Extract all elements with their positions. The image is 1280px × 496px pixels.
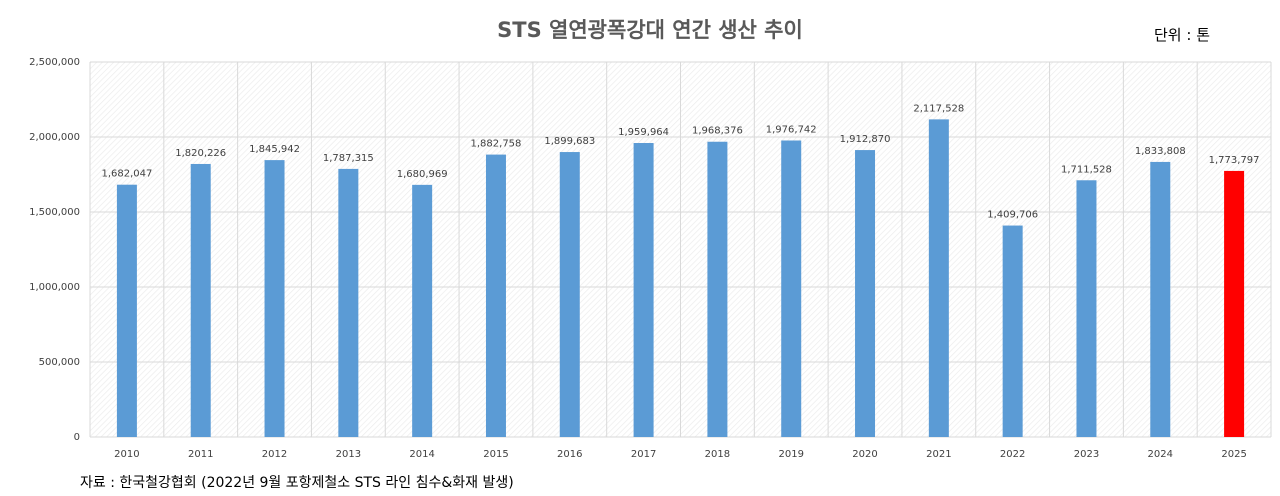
bar-2018 — [707, 141, 728, 438]
data-label-2025: 1,773,797 — [1209, 155, 1260, 166]
data-label-2018: 1,968,376 — [692, 126, 743, 137]
y-tick-label: 1,000,000 — [29, 282, 80, 293]
x-tick-label-2015: 2015 — [483, 449, 508, 460]
gridlines — [89, 61, 1272, 438]
data-label-2024: 1,833,808 — [1135, 146, 1186, 157]
bar-2016 — [559, 152, 580, 437]
bars — [116, 119, 1245, 438]
data-label-2021: 2,117,528 — [913, 103, 964, 114]
x-tick-label-2022: 2022 — [1000, 449, 1025, 460]
x-tick-label-2020: 2020 — [852, 449, 877, 460]
unit-label: 단위 : 톤 — [1154, 26, 1210, 44]
x-tick-label-2014: 2014 — [409, 449, 434, 460]
bar-2020 — [855, 150, 876, 437]
bar-2012 — [264, 160, 285, 437]
bar-2025 — [1224, 170, 1245, 437]
y-tick-label: 1,500,000 — [29, 207, 80, 218]
bar-2014 — [412, 184, 433, 437]
x-tick-label-2018: 2018 — [705, 449, 730, 460]
data-label-2022: 1,409,706 — [987, 210, 1038, 221]
data-label-2019: 1,976,742 — [766, 124, 817, 135]
x-axis: 2010 2011 2012 2013 2014 2015 2016 2017 2018 2019… — [114, 449, 1247, 460]
x-tick-label-2012: 2012 — [262, 449, 287, 460]
y-tick-label: 0 — [74, 432, 80, 443]
x-tick-label-2025: 2025 — [1221, 449, 1246, 460]
data-label-2023: 1,711,528 — [1061, 164, 1112, 175]
data-label-2014: 1,680,969 — [397, 169, 448, 180]
bar-2010 — [116, 184, 137, 437]
chart-title: STS 열연광폭강대 연간 생산 추이 — [497, 18, 803, 42]
y-axis: 0 500,000 1,000,000 1,500,000 2,000,000 2,500… — [29, 57, 80, 443]
bar-2022 — [1002, 225, 1023, 437]
x-tick-label-2019: 2019 — [778, 449, 803, 460]
x-tick-label-2013: 2013 — [336, 449, 361, 460]
data-labels: 1,682,047 1,820,226 1,845,942 1,787,315 1,68… — [101, 103, 1259, 220]
data-label-2015: 1,882,758 — [471, 139, 522, 150]
x-tick-label-2017: 2017 — [631, 449, 656, 460]
source-note: 자료 : 한국철강협회 (2022년 9월 포항제철소 STS 라인 침수&화재… — [80, 475, 514, 491]
x-tick-label-2011: 2011 — [188, 449, 213, 460]
bar-2023 — [1076, 180, 1097, 437]
x-tick-label-2016: 2016 — [557, 449, 582, 460]
bar-2013 — [338, 168, 359, 437]
bar-2015 — [485, 154, 506, 437]
x-tick-label-2010: 2010 — [114, 449, 139, 460]
data-label-2020: 1,912,870 — [840, 134, 891, 145]
data-label-2010: 1,682,047 — [101, 169, 152, 180]
x-tick-label-2021: 2021 — [926, 449, 951, 460]
x-tick-label-2024: 2024 — [1148, 449, 1173, 460]
data-label-2017: 1,959,964 — [618, 127, 669, 138]
bar-2011 — [190, 163, 211, 437]
bar-2019 — [781, 140, 802, 437]
data-label-2016: 1,899,683 — [544, 136, 595, 147]
bar-2021 — [928, 119, 949, 438]
data-label-2012: 1,845,942 — [249, 144, 300, 155]
data-label-2011: 1,820,226 — [175, 148, 226, 159]
y-tick-label: 2,500,000 — [29, 57, 80, 68]
y-tick-label: 500,000 — [39, 357, 80, 368]
bar-2024 — [1150, 161, 1171, 437]
bar-2017 — [633, 143, 654, 437]
y-tick-label: 2,000,000 — [29, 132, 80, 143]
x-tick-label-2023: 2023 — [1074, 449, 1099, 460]
data-label-2013: 1,787,315 — [323, 153, 374, 164]
